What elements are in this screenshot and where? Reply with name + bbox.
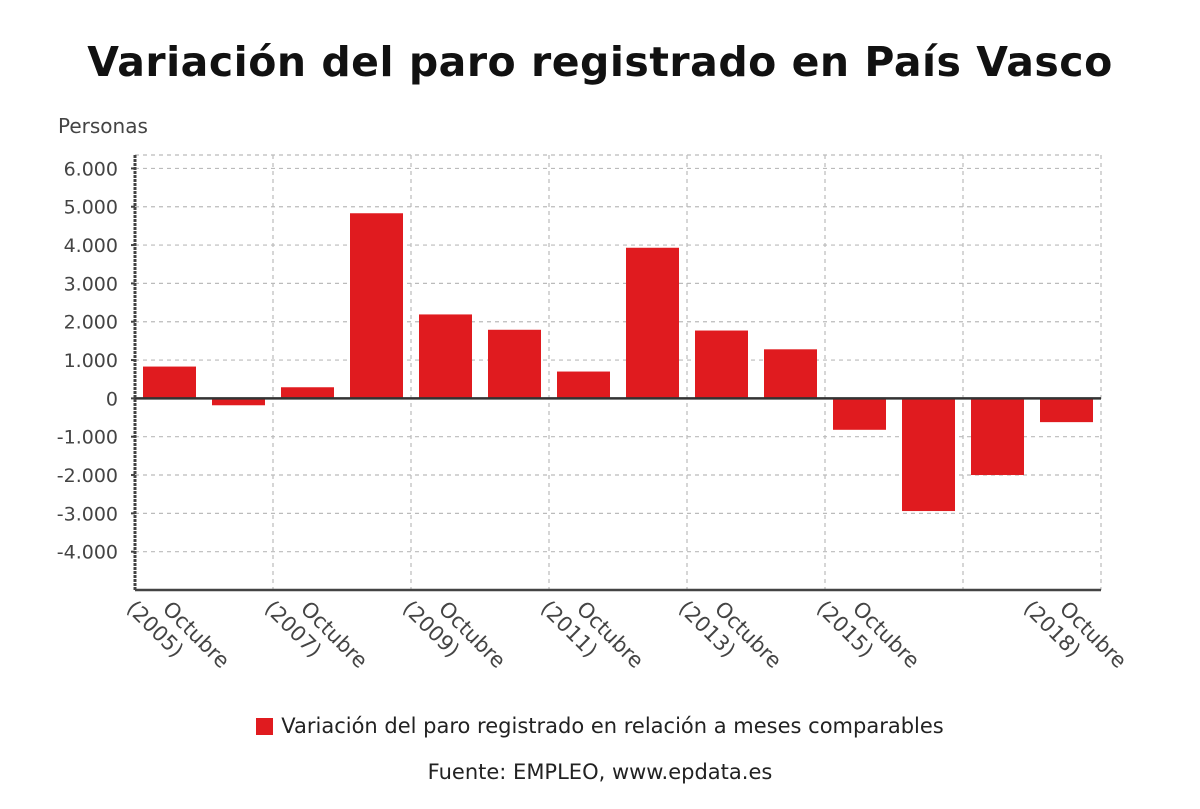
- y-tick-label: -3.000: [57, 503, 118, 525]
- source-note: Fuente: EMPLEO, www.epdata.es: [427, 760, 773, 784]
- bar: [764, 349, 817, 399]
- legend: Variación del paro registrado en relació…: [0, 714, 1200, 738]
- y-tick-label: 6.000: [64, 158, 118, 180]
- bar: [350, 213, 403, 399]
- x-tick-label: Octubre(2011): [536, 578, 648, 690]
- legend-label: Variación del paro registrado en relació…: [281, 714, 944, 738]
- bar: [695, 330, 748, 399]
- bar: [971, 398, 1024, 476]
- legend-swatch: [256, 718, 274, 735]
- bar: [143, 366, 196, 399]
- bar: [626, 247, 679, 399]
- y-tick-label: -1.000: [57, 427, 118, 449]
- chart-title: Variación del paro registrado en País Va…: [87, 38, 1113, 86]
- x-tick-label: Octubre(2018): [1019, 578, 1131, 690]
- bar: [557, 371, 610, 399]
- y-axis-label: Personas: [58, 114, 148, 138]
- y-tick-label: -4.000: [57, 542, 118, 564]
- x-tick-label: Octubre(2015): [812, 578, 924, 690]
- y-tick-label: 2.000: [64, 312, 118, 334]
- y-tick-label: 3.000: [64, 273, 118, 295]
- bar: [488, 329, 541, 399]
- x-tick-label: Octubre(2009): [398, 578, 510, 690]
- y-tick-label: 0: [106, 388, 118, 410]
- x-tick-label: Octubre(2013): [674, 578, 786, 690]
- y-tick-label: 1.000: [64, 350, 118, 372]
- bar: [281, 387, 334, 399]
- y-tick-label: -2.000: [57, 465, 118, 487]
- bar: [419, 314, 472, 399]
- bar: [902, 398, 955, 512]
- bar: [212, 398, 265, 406]
- x-tick-label: Octubre(2007): [260, 578, 372, 690]
- bar: [833, 398, 886, 430]
- bar: [1040, 398, 1093, 423]
- y-tick-label: 5.000: [64, 197, 118, 219]
- y-tick-label: 4.000: [64, 235, 118, 257]
- x-tick-label: Octubre(2005): [122, 578, 234, 690]
